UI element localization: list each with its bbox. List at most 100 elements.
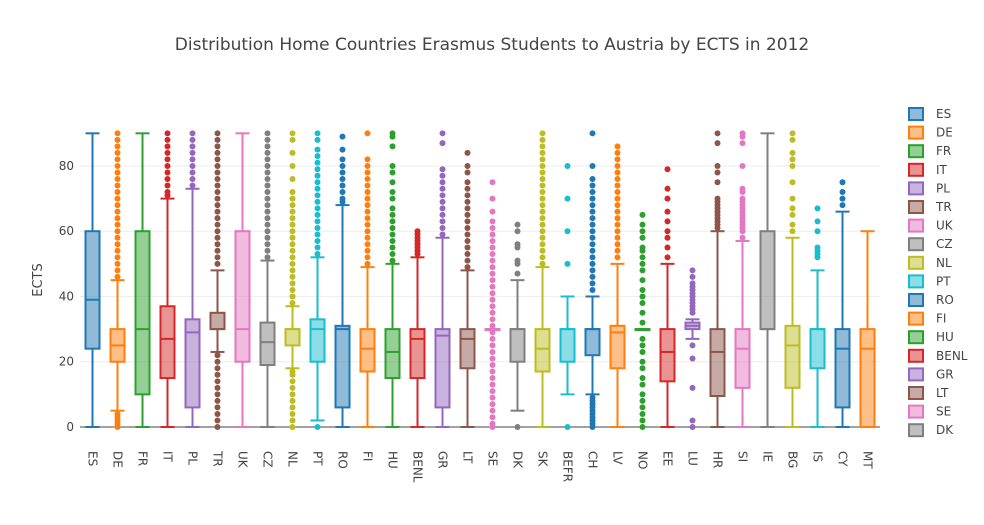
legend-item-hu[interactable]: HU: [908, 330, 954, 345]
legend-item-lt[interactable]: LT: [908, 386, 949, 400]
outlier-point: [114, 162, 121, 169]
x-tick-label: BENL: [411, 451, 425, 483]
outlier-point: [164, 169, 171, 176]
legend-item-fi[interactable]: FI: [908, 311, 946, 326]
outlier-point: [489, 290, 496, 297]
x-tick-label: IE: [761, 451, 775, 462]
outlier-point: [489, 238, 496, 244]
outlier-point: [639, 286, 646, 293]
box-iqr: [834, 328, 851, 409]
outlier-point: [464, 169, 471, 176]
outlier-point: [114, 208, 121, 215]
outlier-point: [214, 228, 221, 235]
outlier-point: [339, 133, 346, 140]
outlier-point: [539, 182, 546, 189]
outlier-point: [214, 143, 221, 150]
outlier-point: [589, 215, 596, 222]
outlier-point: [489, 355, 496, 362]
legend-item-it[interactable]: IT: [908, 162, 948, 177]
outlier-point: [539, 260, 546, 267]
outlier-point: [489, 375, 496, 382]
y-axis-ticks: 0 20 40 60 80: [59, 159, 74, 434]
outlier-point: [639, 375, 646, 382]
outlier-point: [264, 254, 271, 261]
box-iqr: [609, 324, 626, 370]
outlier-point: [589, 176, 596, 182]
box-iqr: [559, 328, 576, 363]
outlier-point: [589, 182, 596, 189]
outlier-point: [489, 231, 496, 238]
outlier-point: [439, 172, 446, 179]
legend-item-benl[interactable]: BENL: [908, 348, 968, 363]
box-iqr: [259, 321, 276, 366]
outlier-point: [314, 146, 321, 153]
outlier-point: [314, 244, 321, 251]
outlier-point: [639, 342, 646, 349]
legend-swatch: [908, 423, 924, 438]
outlier-point: [289, 293, 296, 300]
legend[interactable]: ES DE FR IT PL TR UK CZ NL PT RO FI HU BENL GR LT SE DK: [908, 107, 968, 438]
legend-item-dk[interactable]: DK: [908, 423, 954, 438]
outlier-point: [639, 391, 646, 398]
outlier-point: [364, 195, 371, 202]
outlier-point: [589, 195, 596, 202]
legend-item-se[interactable]: SE: [908, 404, 951, 419]
outlier-point: [489, 420, 496, 427]
outlier-point: [839, 189, 846, 196]
outlier-point: [514, 424, 521, 430]
box-iqr: [384, 328, 401, 380]
outlier-point: [114, 182, 121, 189]
x-tick-label: CH: [586, 451, 600, 468]
outlier-point: [314, 185, 321, 192]
legend-label: FR: [936, 144, 951, 158]
outlier-point: [464, 179, 471, 186]
legend-item-pl[interactable]: PL: [908, 181, 950, 196]
outlier-point: [489, 348, 496, 355]
outlier-point: [289, 149, 296, 156]
legend-item-de[interactable]: DE: [908, 125, 953, 140]
legend-item-es[interactable]: ES: [908, 107, 951, 121]
outlier-point: [464, 218, 471, 225]
box-de: [109, 130, 126, 430]
outlier-point: [439, 192, 446, 199]
outlier-point: [264, 136, 271, 143]
legend-label: FI: [936, 312, 946, 326]
legend-item-pt[interactable]: PT: [908, 274, 951, 289]
outlier-point: [214, 247, 221, 254]
legend-item-fr[interactable]: FR: [908, 144, 951, 159]
outlier-point: [514, 228, 521, 235]
outlier-point: [289, 286, 296, 293]
outlier-point: [289, 176, 296, 182]
legend-item-cz[interactable]: CZ: [908, 237, 953, 252]
legend-item-nl[interactable]: NL: [908, 255, 952, 270]
box-hu: [384, 130, 401, 428]
outlier-point: [264, 169, 271, 176]
outlier-point: [439, 130, 446, 137]
outlier-point: [539, 202, 546, 209]
legend-item-ro[interactable]: RO: [908, 293, 954, 307]
legend-label: DE: [936, 126, 953, 140]
outlier-point: [214, 130, 221, 137]
boxes: [84, 130, 876, 430]
outlier-point: [614, 143, 621, 150]
outlier-point: [589, 241, 596, 248]
outlier-point: [539, 169, 546, 176]
outlier-point: [489, 329, 496, 336]
outlier-point: [664, 244, 671, 251]
x-tick-label: PT: [311, 451, 325, 466]
outlier-point: [164, 143, 171, 150]
outlier-point: [489, 218, 496, 225]
legend-swatch: [908, 255, 924, 270]
legend-item-tr[interactable]: TR: [908, 200, 952, 214]
outlier-point: [389, 224, 396, 231]
box-iqr: [284, 328, 301, 347]
chart-title: Distribution Home Countries Erasmus Stud…: [175, 35, 809, 55]
outlier-point: [214, 260, 221, 267]
legend-item-uk[interactable]: UK: [908, 218, 954, 233]
y-tick-label: 40: [59, 289, 74, 303]
legend-item-gr[interactable]: GR: [908, 367, 954, 382]
outlier-point: [614, 247, 621, 254]
legend-swatch: [908, 218, 924, 233]
box-se: [484, 179, 501, 430]
outlier-point: [489, 381, 496, 388]
